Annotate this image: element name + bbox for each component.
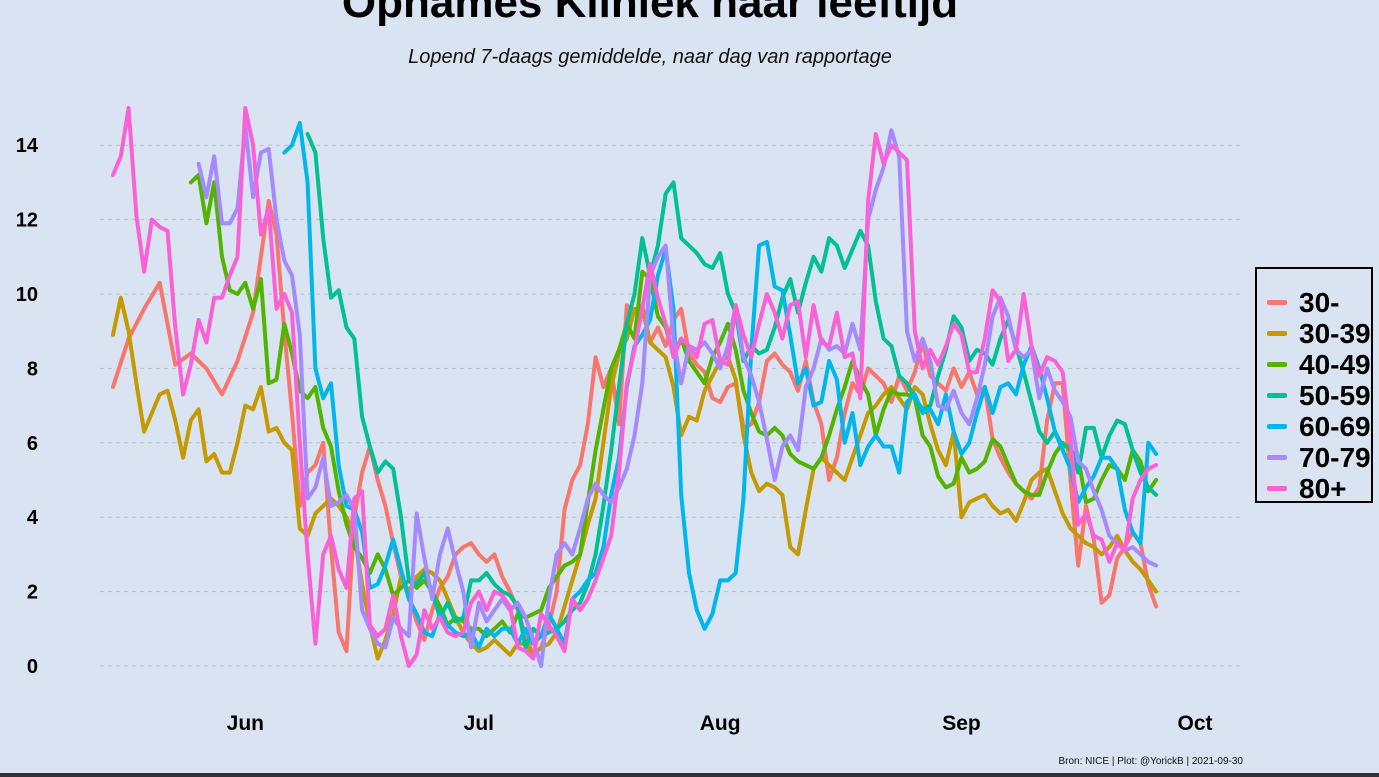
legend-item-40-49: 40-49 bbox=[1257, 349, 1371, 380]
legend-label: 30-39 bbox=[1299, 317, 1371, 349]
chart-subtitle: Lopend 7-daags gemiddelde, naar dag van … bbox=[408, 46, 892, 68]
legend-label: 40-49 bbox=[1299, 348, 1371, 380]
y-tick-label: 6 bbox=[27, 433, 38, 455]
y-tick-label: 14 bbox=[16, 135, 39, 157]
legend-swatch bbox=[1267, 424, 1287, 429]
legend-label: 70-79 bbox=[1299, 441, 1371, 473]
x-tick-label-jun: Jun bbox=[227, 712, 264, 735]
y-axis-ticks: 0 2 4 6 8 10 12 14 bbox=[16, 135, 39, 678]
legend-swatch bbox=[1267, 455, 1287, 460]
y-tick-label: 8 bbox=[27, 358, 38, 380]
bottom-border bbox=[0, 773, 1379, 777]
legend: 30- 30-39 40-49 50-59 60-69 70-79 80+ bbox=[1255, 267, 1373, 504]
legend-item-30-39: 30-39 bbox=[1257, 318, 1371, 349]
x-tick-label-sep: Sep bbox=[942, 712, 981, 735]
y-tick-label: 4 bbox=[27, 507, 39, 529]
legend-swatch bbox=[1267, 362, 1287, 367]
series-line-40-49 bbox=[188, 173, 1159, 639]
legend-item-60-69: 60-69 bbox=[1257, 411, 1371, 442]
legend-item-30-: 30- bbox=[1257, 287, 1371, 318]
y-tick-label: 2 bbox=[27, 582, 38, 604]
series-line-70-79 bbox=[196, 124, 1159, 668]
y-tick-label: 12 bbox=[16, 210, 38, 232]
x-axis-ticks: Jun Jul Aug Sep Oct bbox=[227, 712, 1213, 735]
series-lines bbox=[111, 106, 1159, 668]
y-tick-label: 10 bbox=[16, 284, 38, 306]
x-tick-label-oct: Oct bbox=[1177, 712, 1212, 735]
chart-title: Opnames Kliniek naar leeftijd bbox=[341, 0, 959, 27]
legend-swatch bbox=[1267, 300, 1287, 305]
series-line-60-69 bbox=[282, 120, 1159, 650]
legend-label: 60-69 bbox=[1299, 410, 1371, 442]
x-tick-label-aug: Aug bbox=[700, 712, 741, 735]
series-line-30-39 bbox=[111, 295, 1159, 661]
legend-label: 50-59 bbox=[1299, 379, 1371, 411]
x-tick-label-jul: Jul bbox=[464, 712, 494, 735]
series-line-50-59 bbox=[305, 132, 1159, 650]
source-note: Bron: NICE | Plot: @YorickB | 2021-09-30 bbox=[1058, 756, 1243, 767]
legend-item-70-79: 70-79 bbox=[1257, 442, 1371, 473]
legend-item-80+: 80+ bbox=[1257, 473, 1371, 504]
series-line-80+ bbox=[111, 106, 1159, 668]
legend-swatch bbox=[1267, 486, 1287, 491]
y-tick-label: 0 bbox=[27, 656, 38, 678]
legend-label: 80+ bbox=[1299, 472, 1347, 504]
legend-swatch bbox=[1267, 393, 1287, 398]
legend-swatch bbox=[1267, 331, 1287, 336]
legend-item-50-59: 50-59 bbox=[1257, 380, 1371, 411]
legend-label: 30- bbox=[1299, 286, 1340, 318]
